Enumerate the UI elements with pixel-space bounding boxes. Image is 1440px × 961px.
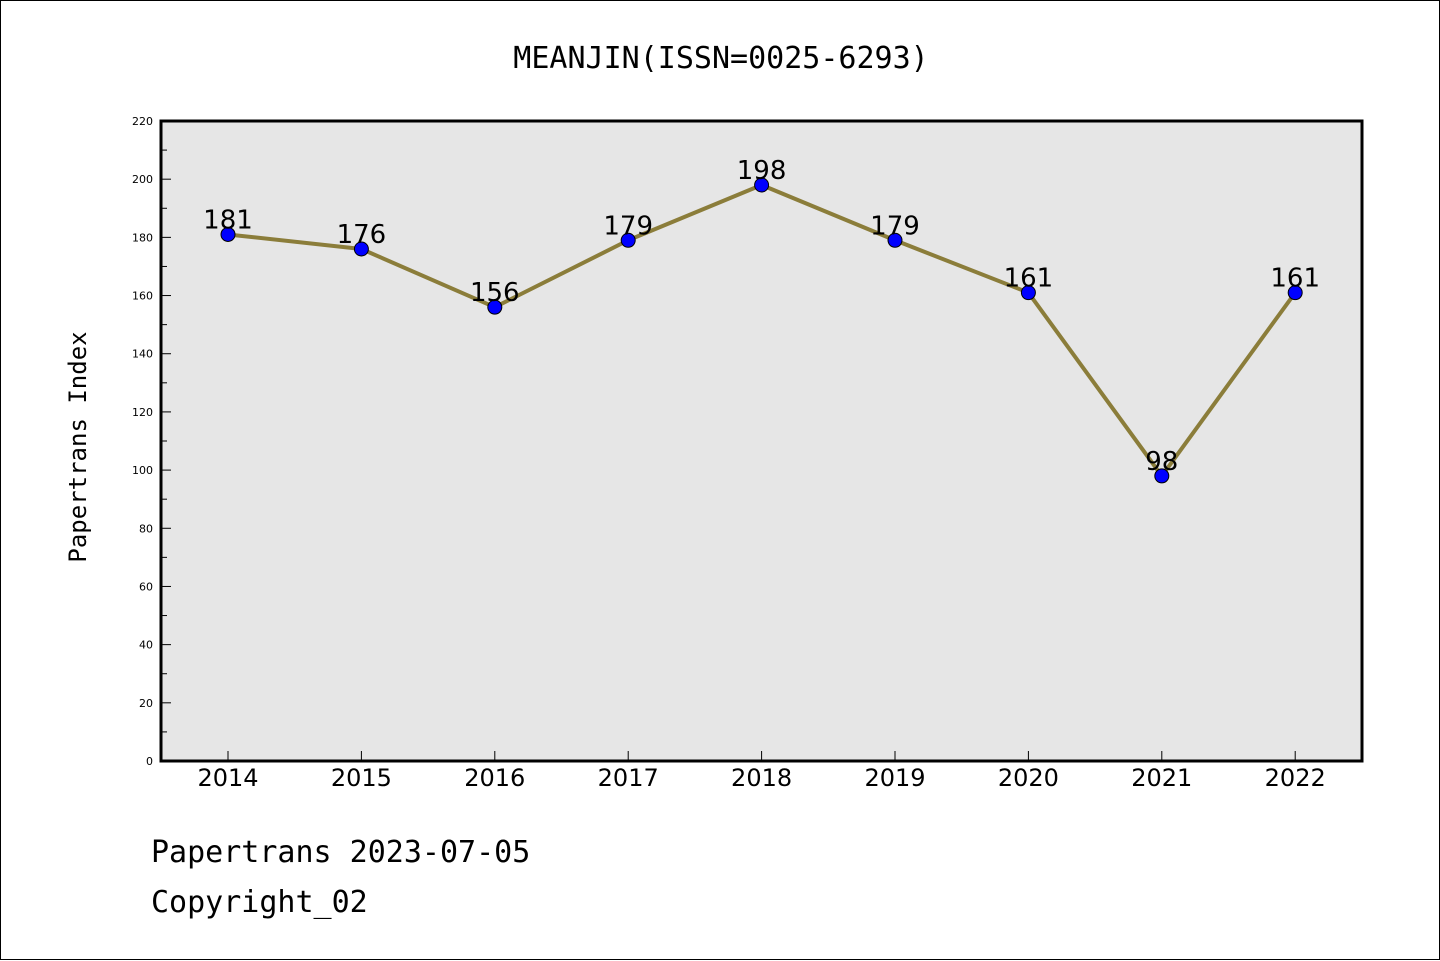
x-tick-label: 2017 [598,764,659,792]
data-label: 179 [603,211,653,241]
data-point [754,177,770,193]
data-point [1154,468,1170,484]
data-label: 98 [1145,447,1178,477]
footer-date: Papertrans 2023-07-05 [151,835,531,870]
x-tick-label: 2014 [197,764,258,792]
y-tick-label: 200 [132,173,153,186]
x-tick-label: 2021 [1131,764,1192,792]
chart-title: MEANJIN(ISSN=0025-6293) [513,41,928,76]
y-tick-label: 20 [139,697,153,710]
y-tick-label: 120 [132,406,153,419]
data-label: 176 [337,220,387,250]
y-axis-label: Papertrans Index [64,331,92,562]
data-point [1287,285,1303,301]
y-tick-label: 220 [132,115,153,128]
x-tick-label: 2020 [998,764,1059,792]
y-tick-label: 40 [139,639,153,652]
y-tick-label: 140 [132,348,153,361]
data-point [220,226,236,242]
data-point [353,241,369,257]
y-axis: 0 20 40 60 80 100 120 140 160 180 200 220 [132,115,171,768]
data-label: 198 [737,156,787,186]
x-tick-label: 2018 [731,764,792,792]
series-group: 181 176 156 179 198 179 161 98 161 [203,156,1320,484]
x-tick-label: 2015 [331,764,392,792]
footer-copyright: Copyright_02 [151,885,368,920]
y-tick-label: 160 [132,290,153,303]
data-label: 179 [870,211,920,241]
y-tick-label: 0 [146,755,153,768]
y-tick-label: 80 [139,522,153,535]
data-label: 161 [1004,264,1054,294]
x-axis: 2014 2015 2016 2017 2018 2019 2020 2021 2022 [197,751,1326,792]
data-label: 161 [1270,264,1320,294]
data-point [887,232,903,248]
data-label: 181 [203,205,253,235]
y-tick-label: 180 [132,231,153,244]
data-point [1020,285,1036,301]
y-tick-label: 60 [139,580,153,593]
x-tick-label: 2019 [864,764,925,792]
x-tick-label: 2022 [1265,764,1326,792]
data-point [620,232,636,248]
plot-area [159,119,1364,763]
data-label: 156 [470,278,520,308]
x-tick-label: 2016 [464,764,525,792]
data-point [487,299,503,315]
y-tick-label: 100 [132,464,153,477]
